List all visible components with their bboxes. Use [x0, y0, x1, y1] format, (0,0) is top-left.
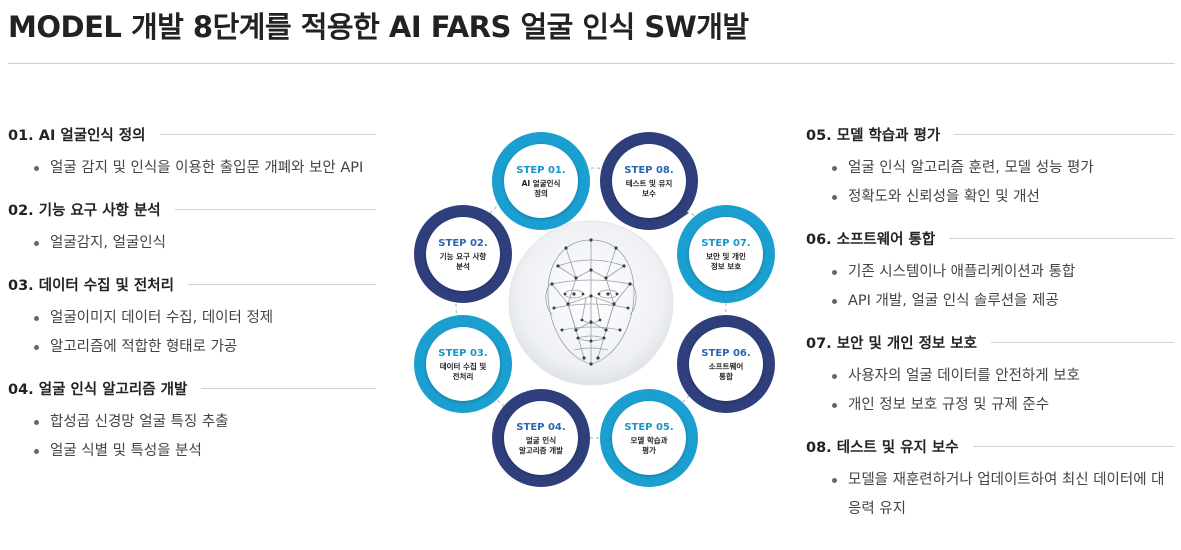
step-desc: 분석	[456, 261, 470, 271]
bullet-item: 얼굴 식별 및 특성을 분석	[30, 437, 376, 466]
step-desc: 기능 요구 사항	[439, 251, 487, 261]
bullet-item: 얼굴감지, 얼굴인식	[30, 229, 376, 258]
section-title: 08. 테스트 및 유지 보수	[806, 439, 959, 456]
step-desc: 소프트웨어	[708, 361, 744, 371]
bullet-list: 얼굴 인식 알고리즘 훈련, 모델 성능 평가 정확도와 신뢰성을 확인 및 개…	[806, 148, 1174, 212]
bullet-item: 모델을 재훈련하거나 업데이트하여 최신 데이터에 대응력 유지	[828, 466, 1174, 524]
section-divider	[174, 208, 376, 210]
step-02-node: STEP 02. 기능 요구 사항 분석	[414, 205, 512, 303]
bullet-item: 합성곱 신경망 얼굴 특징 추출	[30, 408, 376, 437]
step-desc: AI 얼굴인식	[521, 178, 561, 188]
section-divider	[991, 341, 1174, 343]
step-desc: 보수	[642, 188, 656, 198]
section-08: 08. 테스트 및 유지 보수 모델을 재훈련하거나 업데이트하여 최신 데이터…	[806, 432, 1174, 524]
step-desc: 알고리즘 개발	[518, 445, 563, 455]
section-divider	[949, 237, 1174, 239]
section-title: 02. 기능 요구 사항 분석	[8, 202, 161, 219]
step-04-node: STEP 04. 얼굴 인식 알고리즘 개발	[492, 389, 590, 487]
bullet-list: 합성곱 신경망 얼굴 특징 추출 얼굴 식별 및 특성을 분석	[8, 402, 376, 466]
bullet-item: 얼굴 감지 및 인식을 이용한 출입문 개폐와 보안 API	[30, 154, 376, 183]
section-title: 04. 얼굴 인식 알고리즘 개발	[8, 381, 188, 398]
step-desc: 얼굴 인식	[525, 435, 557, 445]
section-03: 03. 데이터 수집 및 전처리 얼굴이미지 데이터 수집, 데이터 정제 알고…	[8, 270, 376, 362]
step-label: STEP 02.	[438, 237, 488, 249]
step-desc: 통합	[719, 371, 733, 381]
step-label: STEP 01.	[516, 164, 566, 176]
section-06: 06. 소프트웨어 통합 기존 시스템이나 애플리케이션과 통합 API 개발,…	[806, 224, 1174, 316]
step-label: STEP 07.	[701, 237, 751, 249]
bullet-item: 사용자의 얼굴 데이터를 안전하게 보호	[828, 362, 1174, 391]
section-divider	[954, 133, 1174, 135]
bullet-item: 얼굴 인식 알고리즘 훈련, 모델 성능 평가	[828, 154, 1174, 183]
section-02: 02. 기능 요구 사항 분석 얼굴감지, 얼굴인식	[8, 195, 376, 258]
bullet-item: 개인 정보 보호 규정 및 규제 준수	[828, 391, 1174, 420]
section-divider	[159, 133, 376, 135]
section-title: 01. AI 얼굴인식 정의	[8, 127, 146, 144]
step-desc: 평가	[642, 445, 656, 455]
section-title: 07. 보안 및 개인 정보 보호	[806, 335, 977, 352]
title-divider	[8, 63, 1175, 64]
bullet-list: 얼굴이미지 데이터 수집, 데이터 정제 알고리즘에 적합한 형태로 가공	[8, 298, 376, 362]
bullet-list: 얼굴감지, 얼굴인식	[8, 223, 376, 258]
step-07-node: STEP 07. 보안 및 개인 정보 보호	[677, 205, 775, 303]
bullet-item: API 개발, 얼굴 인식 솔루션을 제공	[828, 287, 1174, 316]
bullet-list: 기존 시스템이나 애플리케이션과 통합 API 개발, 얼굴 인식 솔루션을 제…	[806, 252, 1174, 316]
step-05-node: STEP 05. 모델 학습과 평가	[600, 389, 698, 487]
bullet-list: 사용자의 얼굴 데이터를 안전하게 보호 개인 정보 보호 규정 및 규제 준수	[806, 356, 1174, 420]
step-08-node: STEP 08. 테스트 및 유지 보수	[600, 132, 698, 230]
step-desc: 보안 및 개인	[706, 251, 746, 261]
step-label: STEP 04.	[516, 421, 566, 433]
step-label: STEP 05.	[624, 421, 674, 433]
section-title: 03. 데이터 수집 및 전처리	[8, 277, 174, 294]
step-desc: 정보 보호	[710, 261, 742, 271]
section-title: 06. 소프트웨어 통합	[806, 231, 936, 248]
step-03-node: STEP 03. 데이터 수집 및 전처리	[414, 315, 512, 413]
section-title: 05. 모델 학습과 평가	[806, 127, 941, 144]
step-desc: 모델 학습과	[630, 435, 668, 445]
section-01: 01. AI 얼굴인식 정의 얼굴 감지 및 인식을 이용한 출입문 개폐와 보…	[8, 120, 376, 183]
wireframe-face-icon	[508, 220, 674, 386]
page-title: MODEL 개발 8단계를 적용한 AI FARS 얼굴 인식 SW개발	[8, 10, 749, 44]
step-01-node: STEP 01. AI 얼굴인식 정의	[492, 132, 590, 230]
section-divider	[187, 283, 376, 285]
step-06-node: STEP 06. 소프트웨어 통합	[677, 315, 775, 413]
step-label: STEP 03.	[438, 347, 488, 359]
section-divider	[972, 445, 1174, 447]
right-step-list: 05. 모델 학습과 평가 얼굴 인식 알고리즘 훈련, 모델 성능 평가 정확…	[806, 120, 1174, 536]
bullet-list: 모델을 재훈련하거나 업데이트하여 최신 데이터에 대응력 유지	[806, 460, 1174, 524]
step-cycle-diagram: STEP 01. AI 얼굴인식 정의 STEP 08. 테스트 및 유지 보수…	[405, 125, 785, 487]
section-divider	[201, 387, 376, 389]
bullet-item: 기존 시스템이나 애플리케이션과 통합	[828, 258, 1174, 287]
step-desc: 정의	[534, 188, 548, 198]
step-desc: 데이터 수집 및	[439, 361, 487, 371]
step-desc: 전처리	[452, 371, 474, 381]
section-07: 07. 보안 및 개인 정보 보호 사용자의 얼굴 데이터를 안전하게 보호 개…	[806, 328, 1174, 420]
step-label: STEP 06.	[701, 347, 751, 359]
bullet-item: 얼굴이미지 데이터 수집, 데이터 정제	[30, 304, 376, 333]
bullet-list: 얼굴 감지 및 인식을 이용한 출입문 개폐와 보안 API	[8, 148, 376, 183]
bullet-item: 정확도와 신뢰성을 확인 및 개선	[828, 183, 1174, 212]
bullet-item: 알고리즘에 적합한 형태로 가공	[30, 333, 376, 362]
step-desc: 테스트 및 유지	[625, 178, 673, 188]
left-step-list: 01. AI 얼굴인식 정의 얼굴 감지 및 인식을 이용한 출입문 개폐와 보…	[8, 120, 376, 478]
section-04: 04. 얼굴 인식 알고리즘 개발 합성곱 신경망 얼굴 특징 추출 얼굴 식별…	[8, 374, 376, 466]
step-label: STEP 08.	[624, 164, 674, 176]
section-05: 05. 모델 학습과 평가 얼굴 인식 알고리즘 훈련, 모델 성능 평가 정확…	[806, 120, 1174, 212]
